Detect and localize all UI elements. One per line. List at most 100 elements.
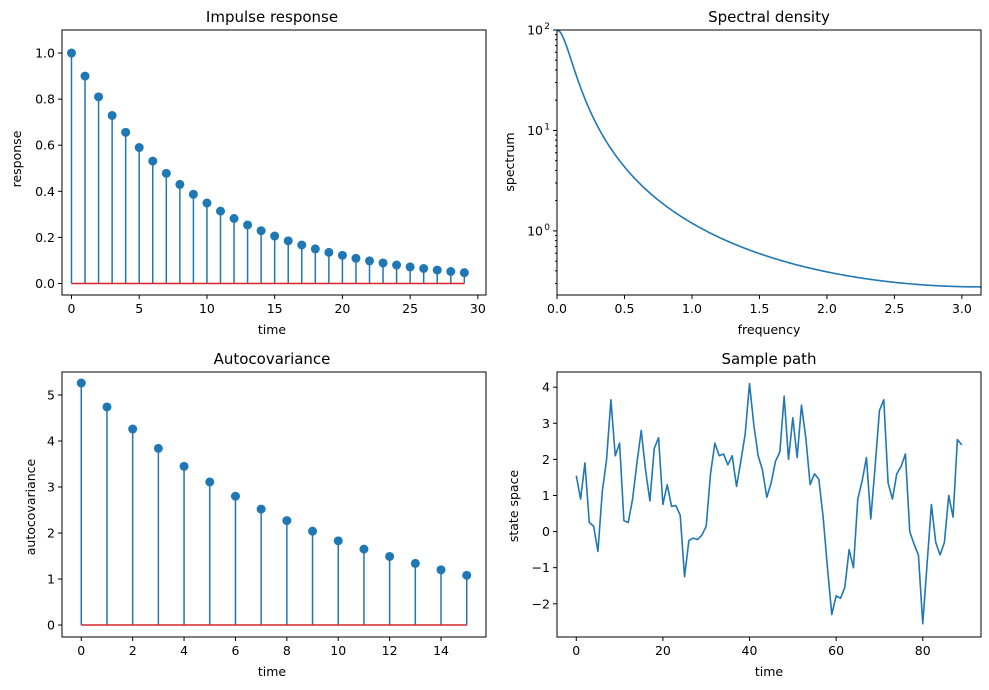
autocov-frame (61, 371, 487, 638)
autocov-xtick-label: 8 (283, 643, 291, 658)
impulse-marker (419, 264, 429, 273)
path-xtick-label: 60 (828, 643, 844, 658)
impulse-marker (161, 168, 171, 178)
autocov-marker (205, 477, 215, 487)
autocov-marker (153, 443, 163, 453)
spectral-ylabel: spectrum (502, 132, 517, 191)
impulse-xtick-label: 15 (267, 301, 283, 316)
autocov-marker (308, 526, 318, 536)
impulse-marker (121, 127, 131, 137)
impulse-marker (392, 260, 402, 270)
path-xtick-label: 80 (915, 643, 931, 658)
autocov-title: Autocovariance (214, 350, 331, 368)
path-ylabel: state space (506, 470, 521, 543)
impulse-marker (148, 156, 158, 166)
autocov-ytick-label: 4 (47, 434, 55, 449)
impulse-ytick-label: 0.4 (35, 184, 55, 199)
impulse-marker (80, 71, 90, 81)
impulse-marker (351, 253, 361, 263)
impulse-marker (175, 179, 185, 189)
path-title: Sample path (721, 350, 816, 368)
path-line (575, 382, 963, 625)
autocov-marker (462, 570, 472, 580)
autocov-marker (436, 565, 446, 575)
impulse-marker (324, 247, 334, 257)
impulse-marker (256, 226, 266, 236)
spectral-xtick-label: 0.5 (615, 301, 635, 316)
impulse-marker (446, 266, 456, 276)
impulse-marker (337, 250, 347, 260)
autocov-xtick-label: 6 (231, 643, 239, 658)
impulse-marker (107, 110, 117, 120)
autocov-marker (359, 544, 369, 554)
spectral-ytick-exponent: 0 (544, 223, 550, 233)
impulse-ylabel: response (9, 130, 24, 187)
spectral-xtick-label: 1.0 (682, 301, 702, 316)
spectral-ytick-exponent: 1 (544, 122, 550, 132)
spectral-xlabel: frequency (738, 322, 801, 337)
path-frame (556, 371, 982, 638)
impulse-marks (66, 48, 469, 285)
autocov-marker (128, 424, 138, 434)
impulse-marker (215, 206, 225, 216)
impulse-frame (61, 29, 487, 296)
autocov-xtick-label: 0 (77, 643, 85, 658)
autocov-marker (179, 461, 189, 471)
spectral-marks (557, 30, 981, 288)
spectral-xtick-label: 2.5 (884, 301, 904, 316)
spectral-ytick-exponent: 2 (544, 22, 550, 32)
panel-impulse-response: Impulse response time response 0 5 10 15 20 2… (9, 8, 487, 337)
autocov-ytick-label: 3 (47, 480, 55, 495)
autocov-xtick-label: 4 (180, 643, 188, 658)
autocov-marker (230, 491, 240, 501)
path-ytick-label: 1 (542, 488, 550, 503)
path-xlabel: time (755, 664, 784, 679)
path-ytick-label: −2 (532, 596, 550, 611)
impulse-marker (270, 231, 280, 241)
panel-spectral-density: Spectral density frequency spectrum 0.0 0… (502, 8, 982, 337)
impulse-marker (134, 143, 144, 153)
path-ytick-label: 4 (542, 380, 550, 395)
path-ytick-label: 3 (542, 416, 550, 431)
impulse-xtick-label: 30 (470, 301, 486, 316)
spectral-title: Spectral density (708, 8, 830, 26)
impulse-marker (243, 220, 253, 230)
impulse-marker (188, 189, 198, 199)
autocov-marker (333, 536, 343, 546)
impulse-marker (297, 240, 307, 250)
impulse-marker (459, 268, 469, 278)
impulse-marker (94, 92, 104, 102)
path-plot-area: 0 20 40 60 80 −2 −1 0 1 2 3 4 (532, 371, 982, 658)
spectral-line (557, 30, 981, 288)
autocov-marker (282, 516, 292, 526)
spectral-frame (556, 29, 982, 296)
spectral-xtick-label: 2.0 (817, 301, 837, 316)
impulse-marker (378, 258, 388, 268)
spectral-xtick-label: 3.0 (952, 301, 972, 316)
impulse-xtick-label: 25 (402, 301, 418, 316)
autocov-ytick-label: 2 (47, 526, 55, 541)
autocov-ytick-label: 0 (47, 618, 55, 633)
autocov-marker (76, 378, 86, 388)
impulse-ytick-label: 0.6 (35, 138, 55, 153)
impulse-plot-area: 0 5 10 15 20 25 30 0.0 0.2 0.4 0.6 0.8 1.0 (35, 29, 487, 316)
autocov-xtick-label: 10 (330, 643, 346, 658)
impulse-ytick-label: 1.0 (35, 46, 55, 61)
impulse-xtick-label: 5 (135, 301, 143, 316)
autocov-xtick-label: 2 (129, 643, 137, 658)
impulse-title: Impulse response (206, 8, 338, 26)
path-ytick-label: −1 (532, 560, 550, 575)
panel-autocovariance: Autocovariance time autocovariance 0 2 4 6 8… (23, 350, 487, 679)
impulse-marker (432, 265, 442, 275)
impulse-xtick-label: 20 (334, 301, 350, 316)
path-ytick-label: 2 (542, 452, 550, 467)
impulse-marker (310, 244, 320, 254)
impulse-ytick-label: 0.8 (35, 92, 55, 107)
autocov-marker (102, 402, 112, 412)
autocov-marker (256, 504, 266, 514)
path-xtick-label: 20 (655, 643, 671, 658)
spectral-ytick-label: 10 (527, 123, 543, 138)
impulse-ytick-label: 0.2 (35, 230, 55, 245)
autocov-ytick-label: 5 (47, 388, 55, 403)
autocov-ytick-label: 1 (47, 572, 55, 587)
